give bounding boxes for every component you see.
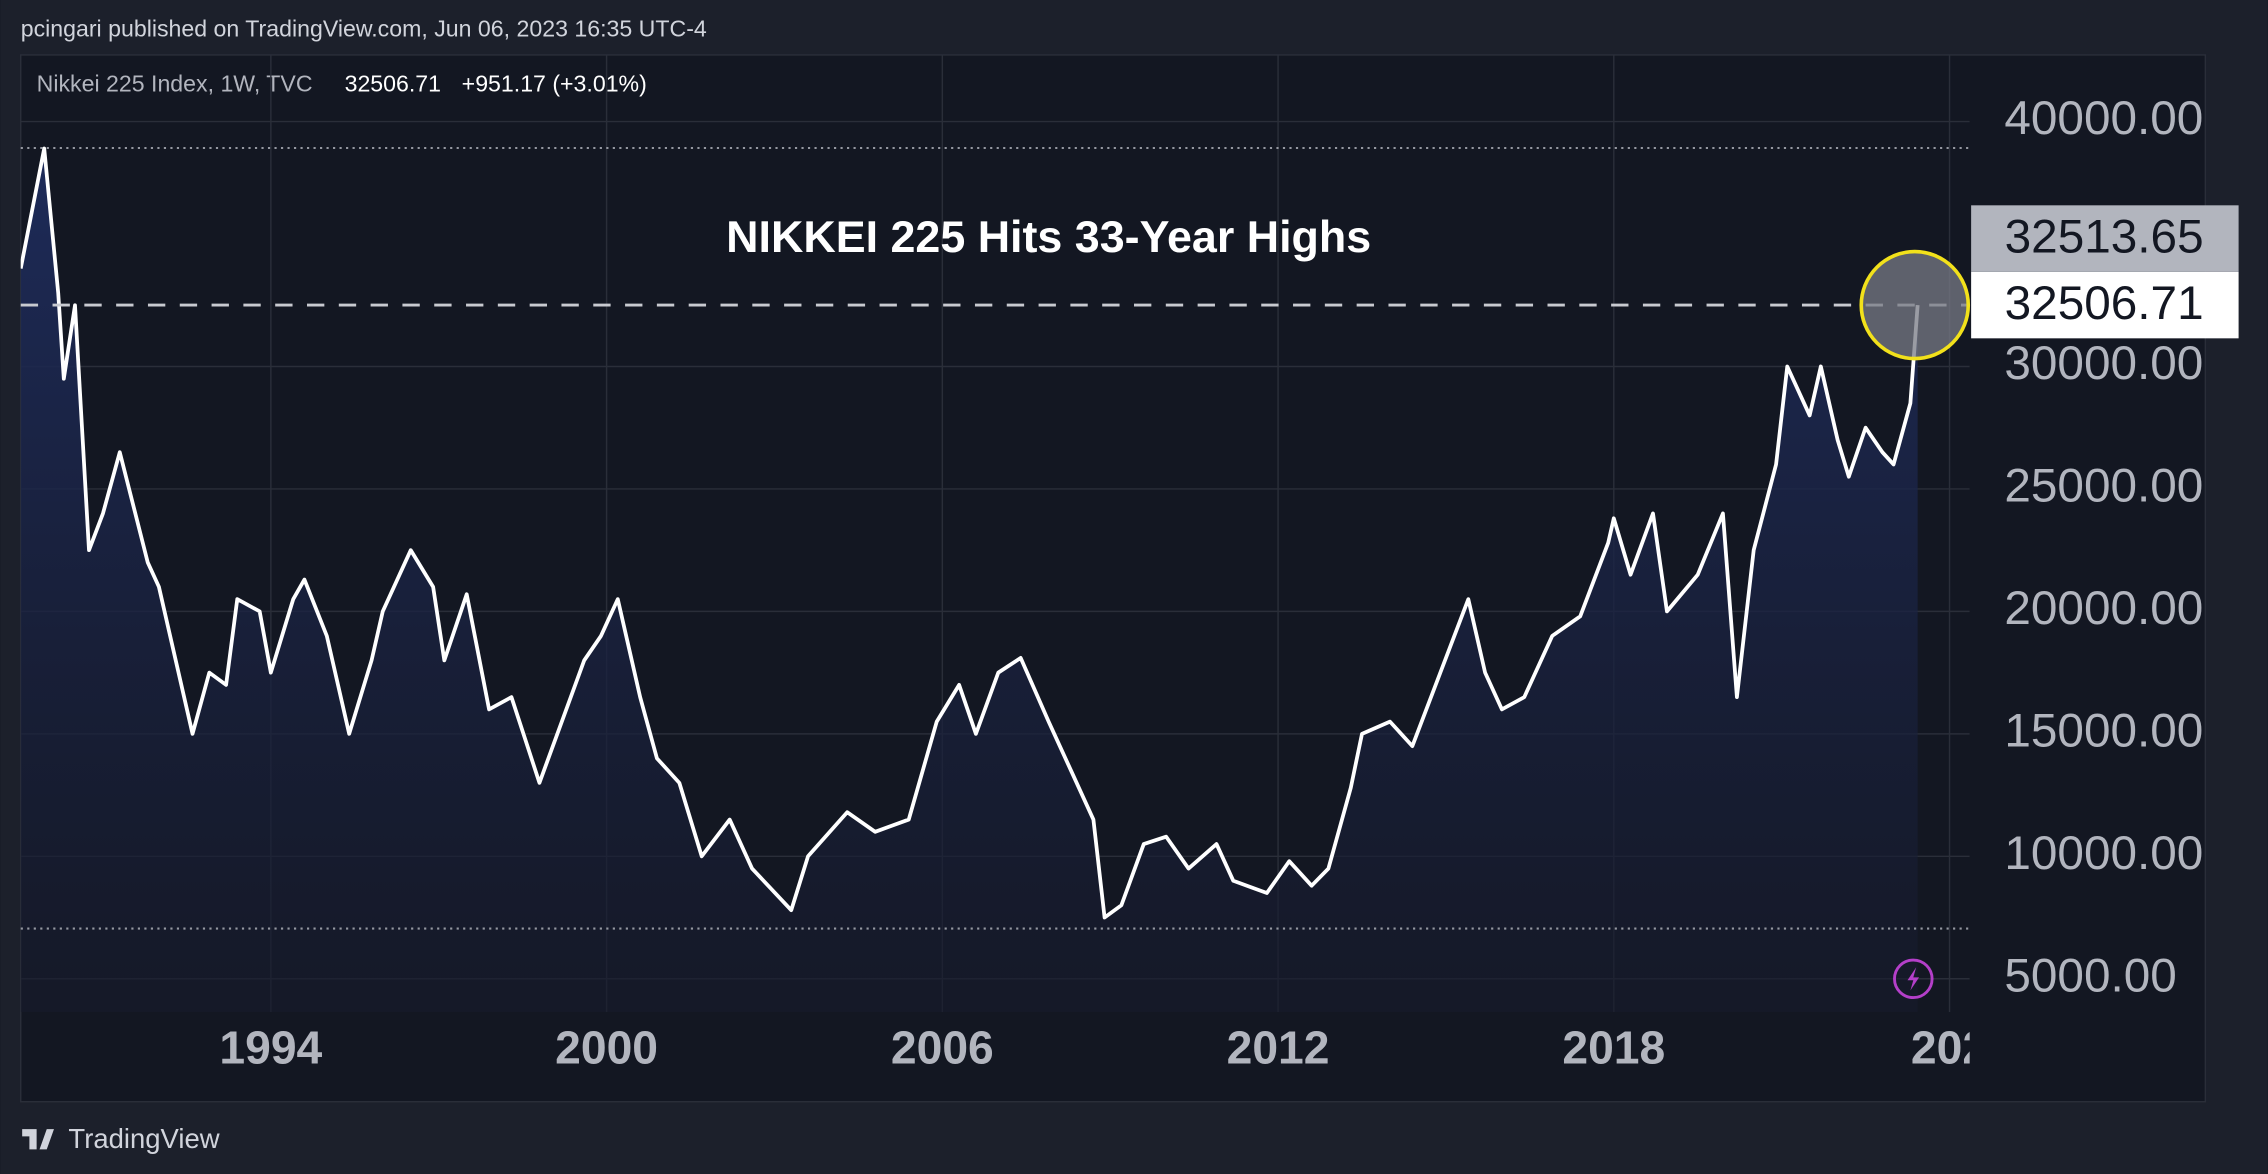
area: [20, 148, 1918, 1013]
legend-change: +951.17 (+3.01%): [462, 70, 647, 96]
lightning-circle[interactable]: [1893, 958, 1934, 1000]
x-tick-label: 202: [1911, 1021, 1988, 1073]
plot: [20, 54, 1970, 1013]
brand: TradingView: [68, 1123, 219, 1154]
x-axis: 1994 2000 2006 2012 2018 202: [219, 1021, 1988, 1073]
price-label-box: [1971, 271, 2239, 339]
y-tick-label: 20000.00: [2004, 582, 2203, 635]
y-tick-label: 30000.00: [2004, 337, 2203, 390]
x-tick-label: 1994: [219, 1021, 322, 1073]
y-tick-label: 5000.00: [2004, 949, 2176, 1002]
highlight-circle: [1859, 249, 1971, 361]
logo-icon: [22, 1129, 54, 1150]
y-tick-label: 10000.00: [2004, 827, 2203, 880]
price-label: 32506.71: [2005, 277, 2204, 330]
y-tick-label: 40000.00: [2004, 92, 2203, 145]
logo: TradingView: [22, 1123, 220, 1154]
y-tick-label: 25000.00: [2004, 460, 2203, 513]
legend-price: 32506.71: [345, 70, 441, 96]
current-price-box: [1971, 205, 2239, 272]
lightning-button[interactable]: [1893, 958, 1934, 1000]
current-price-label: 32513.65: [2005, 211, 2204, 264]
y-tick-label: 15000.00: [2004, 704, 2203, 757]
lightning-icon[interactable]: [1907, 967, 1920, 991]
legend-symbol: Nikkei 225 Index, 1W, TVC: [37, 70, 313, 96]
published-note: pcingari published on TradingView.com, J…: [21, 15, 707, 41]
x-tick-label: 2006: [891, 1021, 994, 1073]
line: [20, 146, 1920, 920]
x-tick-label: 2018: [1562, 1021, 1665, 1073]
chart-title: NIKKEI 225 Hits 33-Year Highs: [726, 212, 1371, 262]
x-tick-label: 2000: [555, 1021, 658, 1073]
x-tick-label: 2012: [1227, 1021, 1330, 1073]
